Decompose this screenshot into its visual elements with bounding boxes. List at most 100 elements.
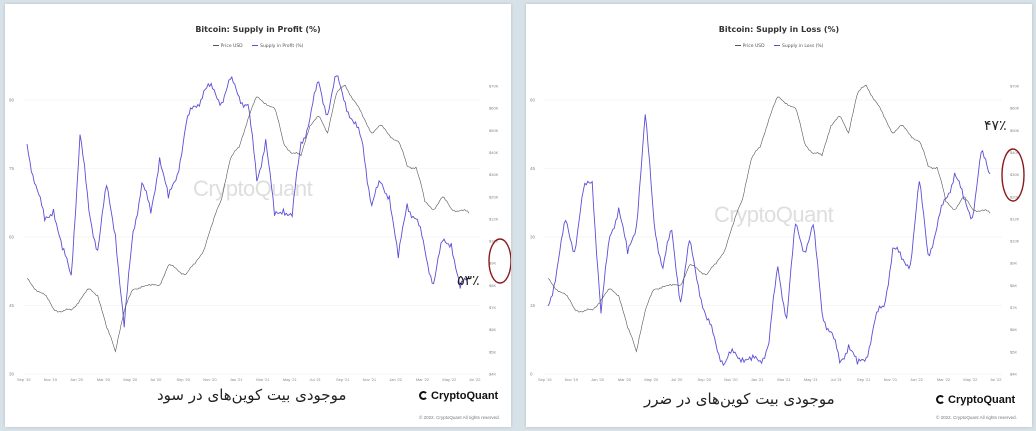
chart-panel-supply-in-profit: Bitcoin: Supply in Profit (%) Price USD …	[5, 4, 511, 427]
y-right-tick-label: $9K	[489, 261, 496, 266]
y-right-tick-label: $10K	[489, 239, 499, 244]
y-left-tick-label: 30	[9, 372, 15, 377]
cryptoquant-logo-icon	[936, 395, 945, 404]
series-line-metric	[26, 75, 470, 328]
x-tick-label: Nov '19	[44, 377, 58, 382]
persian-caption: موجودی بیت کوین‌های در سود	[157, 386, 347, 404]
y-right-tick-label: $6K	[1010, 327, 1017, 332]
chart-legend: Price USD Supply in Profit (%)	[5, 44, 511, 49]
persian-caption: موجودی بیت کوین‌های در ضرر	[644, 390, 835, 408]
x-tick-label: Nov '21	[884, 377, 898, 382]
x-tick-label: Mar '20	[97, 377, 111, 382]
x-tick-label: Mar '21	[256, 377, 270, 382]
x-tick-label: Nov '21	[363, 377, 377, 382]
x-tick-label: Nov '19	[565, 377, 579, 382]
y-right-tick-label: $10K	[1010, 239, 1020, 244]
y-right-tick-label: $6K	[489, 327, 496, 332]
chart-legend: Price USD Supply in Loss (%)	[526, 44, 1032, 49]
y-right-tick-label: $12K	[1010, 216, 1020, 221]
x-tick-label: May '21	[804, 377, 819, 382]
y-left-tick-label: 60	[9, 235, 15, 240]
y-left-tick-label: 60	[530, 98, 536, 103]
x-tick-label: Sep '20	[177, 377, 191, 382]
y-right-tick-label: $20K	[489, 194, 499, 199]
y-right-tick-label: $30K	[1010, 172, 1020, 177]
y-right-tick-label: $30K	[489, 172, 499, 177]
chart-title: Bitcoin: Supply in Loss (%)	[718, 25, 840, 34]
annotation-percent: ۵۳٪	[457, 273, 480, 289]
x-tick-label: Mar '22	[416, 377, 430, 382]
x-tick-label: Jul '22	[990, 377, 1002, 382]
x-tick-label: Mar '22	[937, 377, 951, 382]
x-tick-label: May '20	[123, 377, 138, 382]
copyright-text: © 2022. CryptoQuant All rights reserved.	[419, 415, 500, 420]
y-right-tick-label: $4K	[489, 372, 496, 377]
chart-panel-supply-in-loss: Bitcoin: Supply in Loss (%) Price USD Su…	[526, 4, 1032, 427]
x-tick-label: Nov '20	[724, 377, 738, 382]
y-left-tick-label: 30	[530, 235, 536, 240]
chart-title: Bitcoin: Supply in Profit (%)	[195, 25, 321, 34]
x-tick-label: Jan '22	[389, 377, 403, 382]
y-left-tick-label: 45	[530, 166, 536, 171]
y-right-tick-label: $50K	[1010, 128, 1020, 133]
y-right-tick-label: $7K	[489, 305, 496, 310]
y-right-tick-label: $60K	[1010, 106, 1020, 111]
y-right-tick-label: $60K	[489, 106, 499, 111]
series-line-metric	[547, 114, 991, 367]
highlight-circle	[488, 238, 511, 284]
x-tick-label: Jan '22	[910, 377, 924, 382]
cryptoquant-logo-icon	[419, 391, 428, 400]
y-left-tick-label: 45	[9, 303, 15, 308]
x-tick-label: Mar '21	[777, 377, 791, 382]
y-left-tick-label: 0	[530, 372, 533, 377]
legend-item-price: Price USD	[734, 44, 765, 49]
x-tick-label: Sep '20	[698, 377, 712, 382]
x-tick-label: May '22	[442, 377, 457, 382]
x-tick-label: Jan '20	[591, 377, 605, 382]
y-right-tick-label: $8K	[489, 283, 496, 288]
x-tick-label: Jan '21	[230, 377, 244, 382]
x-tick-label: May '21	[283, 377, 298, 382]
x-tick-label: May '20	[644, 377, 659, 382]
annotation-percent: ۴۷٪	[984, 118, 1007, 134]
x-tick-label: Jan '20	[70, 377, 84, 382]
y-right-tick-label: $4K	[1010, 372, 1017, 377]
y-right-tick-label: $8K	[1010, 283, 1017, 288]
cryptoquant-logo: CryptoQuant	[419, 390, 498, 402]
legend-item-price: Price USD	[212, 44, 243, 49]
x-tick-label: Mar '20	[618, 377, 632, 382]
y-left-tick-label: 75	[9, 166, 15, 171]
y-right-tick-label: $70K	[489, 84, 499, 89]
series-line-price	[26, 84, 470, 353]
legend-item-metric: Supply in Loss (%)	[774, 44, 823, 49]
x-tick-label: Jul '21	[309, 377, 321, 382]
x-tick-label: Jan '21	[751, 377, 765, 382]
x-tick-label: Sep '21	[336, 377, 350, 382]
y-right-tick-label: $40K	[489, 150, 499, 155]
y-right-tick-label: $40K	[1010, 150, 1020, 155]
y-right-tick-label: $7K	[1010, 305, 1017, 310]
y-left-tick-label: 90	[9, 98, 15, 103]
y-right-tick-label: $70K	[1010, 84, 1020, 89]
chart-plot-area: 60 45 30 15 0 $70K $60K $50K $40K $30K $20K $12K $10…	[530, 84, 1025, 382]
series-line-price	[547, 84, 991, 353]
x-tick-label: May '22	[963, 377, 978, 382]
y-right-tick-label: $12K	[489, 216, 499, 221]
x-tick-label: Nov '20	[203, 377, 217, 382]
x-tick-label: Jul '22	[469, 377, 481, 382]
y-left-tick-label: 15	[530, 303, 536, 308]
x-tick-label: Jul '20	[671, 377, 683, 382]
cryptoquant-logo: CryptoQuant	[936, 394, 1015, 406]
copyright-text: © 2022. CryptoQuant All rights reserved.	[936, 415, 1017, 420]
x-tick-label: Sep '19	[17, 377, 31, 382]
x-tick-label: Sep '19	[538, 377, 552, 382]
chart-plot-area: 90 75 60 45 30 $70K $60K $50K $40K $30K $20K $12K $1…	[9, 75, 511, 382]
watermark: CryptoQuant	[193, 176, 313, 201]
y-right-tick-label: $9K	[1010, 261, 1017, 266]
y-right-tick-label: $5K	[489, 349, 496, 354]
x-tick-label: Jul '21	[830, 377, 842, 382]
x-tick-label: Jul '20	[150, 377, 162, 382]
y-right-tick-label: $20K	[1010, 194, 1020, 199]
y-right-tick-label: $5K	[1010, 349, 1017, 354]
x-tick-label: Sep '21	[857, 377, 871, 382]
